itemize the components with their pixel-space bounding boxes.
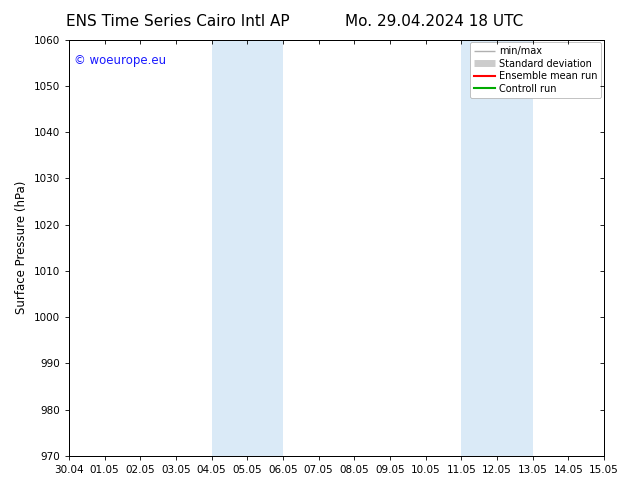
- Y-axis label: Surface Pressure (hPa): Surface Pressure (hPa): [15, 181, 28, 315]
- Text: © woeurope.eu: © woeurope.eu: [74, 54, 166, 67]
- Bar: [462, 40, 533, 456]
- Bar: [212, 40, 283, 456]
- Legend: min/max, Standard deviation, Ensemble mean run, Controll run: min/max, Standard deviation, Ensemble me…: [470, 43, 601, 98]
- Text: Mo. 29.04.2024 18 UTC: Mo. 29.04.2024 18 UTC: [345, 14, 524, 29]
- Text: ENS Time Series Cairo Intl AP: ENS Time Series Cairo Intl AP: [66, 14, 289, 29]
